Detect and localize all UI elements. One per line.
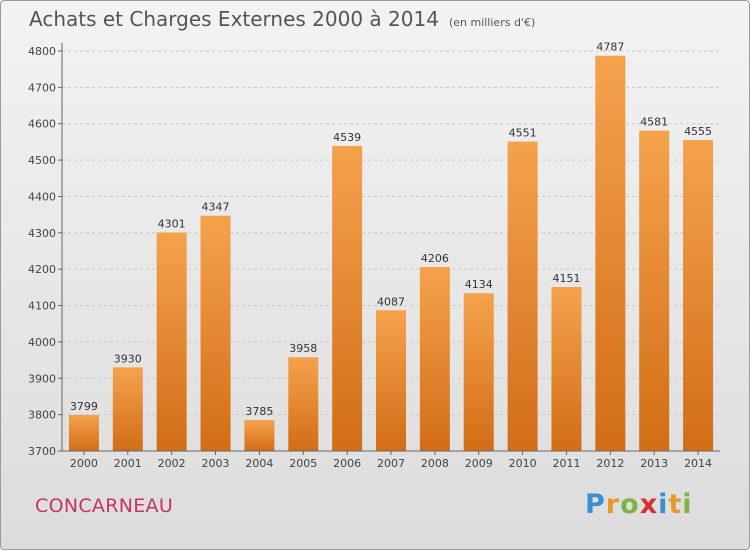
data-label: 4551 [509,127,537,140]
data-label: 4134 [465,278,493,291]
y-tick-label: 3900 [28,372,56,385]
y-tick-label: 4300 [28,227,56,240]
bar [595,55,626,452]
data-label: 4206 [421,252,449,265]
logo-letter: t [668,489,683,520]
bar [244,420,275,451]
bar [376,310,406,451]
y-tick-label: 4200 [28,263,56,276]
bar [200,215,231,451]
y-tick-label: 4100 [28,300,56,313]
x-tick-label: 2011 [552,457,580,470]
data-label: 4347 [202,201,230,214]
city-label: CONCARNEAU [35,495,174,517]
bar [112,367,143,451]
bar [507,141,538,451]
logo-letter: i [682,489,693,520]
bar [639,130,670,452]
x-tick-label: 2006 [333,457,361,470]
data-label: 3930 [114,352,142,365]
data-label: 4301 [158,217,186,230]
x-tick-label: 2005 [289,457,317,470]
bar [156,232,187,451]
y-tick-label: 4700 [28,81,56,94]
data-label: 3785 [245,405,273,418]
x-tick-label: 2000 [70,457,98,470]
y-tick-label: 4000 [28,336,56,349]
x-tick-label: 2002 [158,457,186,470]
x-tick-label: 2004 [245,457,273,470]
data-label: 4787 [596,41,624,54]
y-tick-label: 4500 [28,154,56,167]
logo-letter: o [620,489,640,520]
bar [463,293,494,451]
bar [332,145,363,451]
y-tick-label: 4800 [28,45,56,58]
chart-subtitle: (en milliers d'€) [448,16,536,29]
data-label: 4555 [684,125,712,138]
logo-letter: i [658,489,669,520]
y-tick-label: 4600 [28,118,56,131]
data-label: 4087 [377,295,405,308]
data-label: 4151 [552,272,580,285]
axes: 3700 3800 3900 4000 4100 4200 4300 4400 4500 4600… [28,43,720,470]
x-tick-label: 2003 [202,457,230,470]
x-tick-label: 2007 [377,457,405,470]
x-tick-label: 2008 [421,457,449,470]
data-label: 3799 [70,400,98,413]
y-tick-label: 3700 [28,445,56,458]
bars: 3799 3930 4301 4347 3785 3958 4539 4087 4206 4134… [68,41,714,452]
logo-letter: r [605,489,621,520]
logo-letter: x [639,489,659,520]
data-label: 3958 [289,342,317,355]
bar [551,287,582,451]
x-tick-label: 2009 [465,457,493,470]
x-tick-label: 2014 [684,457,712,470]
bar [683,140,714,451]
logo-letter: P [585,489,606,520]
bar [68,415,99,451]
bar [288,357,319,451]
bar [419,267,450,451]
x-tick-label: 2013 [640,457,668,470]
title-text: Achats et Charges Externes 2000 à 2014 [29,7,439,31]
data-label: 4581 [640,116,668,129]
chart-title: Achats et Charges Externes 2000 à 2014 (e… [29,7,535,31]
x-tick-label: 2001 [114,457,142,470]
x-tick-label: 2010 [509,457,537,470]
x-tick-label: 2012 [596,457,624,470]
y-tick-label: 4400 [28,190,56,203]
y-tick-label: 3800 [28,409,56,422]
data-label: 4539 [333,131,361,144]
proxiti-logo: Proxiti [585,489,693,520]
